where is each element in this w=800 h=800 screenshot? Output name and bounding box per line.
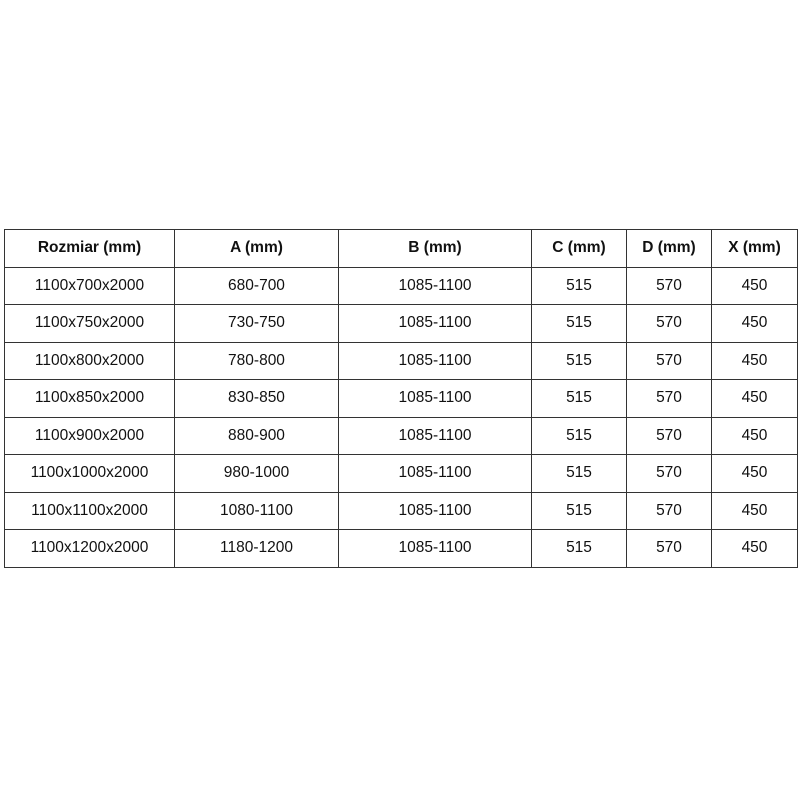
table-cell: 450: [711, 416, 798, 455]
table-cell: 780-800: [174, 341, 339, 380]
column-header: Rozmiar (mm): [4, 229, 175, 268]
table-row: 1100x800x2000 780-800 1085-1100 515 570 450: [4, 341, 798, 380]
table-cell: 515: [531, 454, 627, 493]
table-cell: 1085-1100: [338, 491, 532, 530]
column-header: D (mm): [626, 229, 712, 268]
table-cell: 1085-1100: [338, 529, 532, 568]
header-row: Rozmiar (mm) A (mm) B (mm) C (mm) D (mm) X (m…: [4, 229, 798, 268]
table-cell: 830-850: [174, 379, 339, 418]
table-cell: 570: [626, 416, 712, 455]
table-cell: 570: [626, 304, 712, 343]
table-cell: 570: [626, 529, 712, 568]
table-row: 1100x750x2000 730-750 1085-1100 515 570 450: [4, 304, 798, 343]
table-cell: 1085-1100: [338, 379, 532, 418]
column-header: X (mm): [711, 229, 798, 268]
table-cell: 1100x1200x2000: [4, 529, 175, 568]
table-cell: 570: [626, 266, 712, 305]
table-cell: 1085-1100: [338, 266, 532, 305]
table-cell: 515: [531, 379, 627, 418]
table-cell: 730-750: [174, 304, 339, 343]
table-row: 1100x1200x2000 1180-1200 1085-1100 515 570 45…: [4, 529, 798, 568]
table-cell: 1100x700x2000: [4, 266, 175, 305]
table-cell: 1100x900x2000: [4, 416, 175, 455]
table-cell: 980-1000: [174, 454, 339, 493]
table-cell: 570: [626, 379, 712, 418]
table-row: 1100x900x2000 880-900 1085-1100 515 570 450: [4, 416, 798, 455]
table-cell: 570: [626, 341, 712, 380]
table-cell: 515: [531, 491, 627, 530]
table-cell: 515: [531, 304, 627, 343]
table-cell: 1085-1100: [338, 304, 532, 343]
table-cell: 515: [531, 341, 627, 380]
table-cell: 450: [711, 529, 798, 568]
table-row: 1100x1100x2000 1080-1100 1085-1100 515 570 45…: [4, 491, 798, 530]
column-header: A (mm): [174, 229, 339, 268]
table-cell: 1100x1100x2000: [4, 491, 175, 530]
table-cell: 515: [531, 529, 627, 568]
table-cell: 515: [531, 416, 627, 455]
table-cell: 1080-1100: [174, 491, 339, 530]
table-cell: 515: [531, 266, 627, 305]
table-cell: 1100x850x2000: [4, 379, 175, 418]
table-row: 1100x1000x2000 980-1000 1085-1100 515 570 450: [4, 454, 798, 493]
table-cell: 1085-1100: [338, 341, 532, 380]
table-cell: 1100x750x2000: [4, 304, 175, 343]
table-cell: 450: [711, 491, 798, 530]
table-cell: 680-700: [174, 266, 339, 305]
table-cell: 1100x1000x2000: [4, 454, 175, 493]
column-header: B (mm): [338, 229, 532, 268]
table-cell: 1180-1200: [174, 529, 339, 568]
table-row: 1100x700x2000 680-700 1085-1100 515 570 450: [4, 266, 798, 305]
table-cell: 450: [711, 266, 798, 305]
table-cell: 1085-1100: [338, 416, 532, 455]
table-cell: 450: [711, 454, 798, 493]
table-cell: 450: [711, 379, 798, 418]
table-cell: 450: [711, 304, 798, 343]
table-cell: 880-900: [174, 416, 339, 455]
column-header: C (mm): [531, 229, 627, 268]
table-cell: 570: [626, 454, 712, 493]
table-cell: 570: [626, 491, 712, 530]
table-row: 1100x850x2000 830-850 1085-1100 515 570 450: [4, 379, 798, 418]
table-cell: 1085-1100: [338, 454, 532, 493]
table-cell: 450: [711, 341, 798, 380]
dimensions-table: Rozmiar (mm) A (mm) B (mm) C (mm) D (mm) X (m…: [4, 229, 798, 568]
table-cell: 1100x800x2000: [4, 341, 175, 380]
